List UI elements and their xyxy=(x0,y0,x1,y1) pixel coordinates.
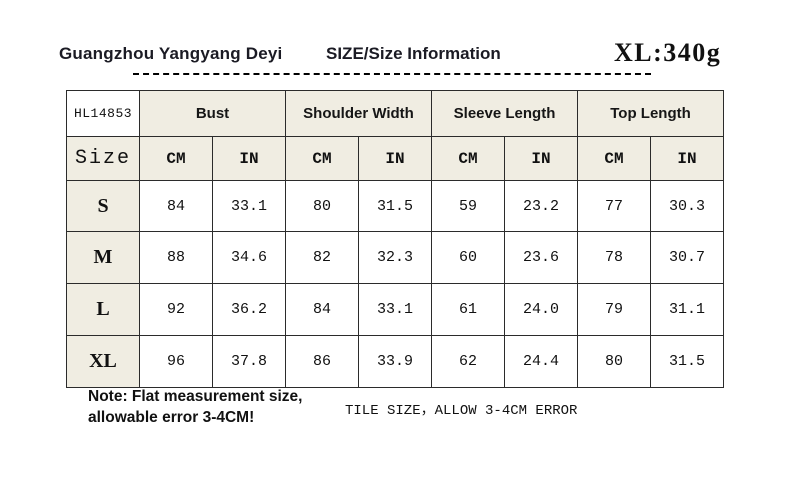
value-cell: 31.1 xyxy=(650,283,725,336)
value-cell: 24.0 xyxy=(503,283,579,336)
value-cell: 84 xyxy=(139,180,213,232)
value-cell: 92 xyxy=(139,283,213,336)
value-cell: 31.5 xyxy=(650,335,725,388)
unit-cm-cell: CM xyxy=(431,136,505,181)
value-cell: 32.3 xyxy=(358,231,432,284)
column-group-bust: Bust xyxy=(139,90,286,137)
table-units-row: Size CM IN CM IN CM IN CM IN xyxy=(66,136,725,181)
value-cell: 24.4 xyxy=(503,335,579,388)
measurement-note: Note: Flat measurement size, allowable e… xyxy=(88,388,303,426)
value-cell: 23.2 xyxy=(503,180,579,232)
model-number-cell: HL14853 xyxy=(66,90,140,137)
table-row-l: L 92 36.2 84 33.1 61 24.0 79 31.1 xyxy=(66,283,725,336)
value-cell: 77 xyxy=(577,180,652,232)
value-cell: 80 xyxy=(285,180,359,232)
value-cell: 60 xyxy=(431,231,505,284)
size-label: S xyxy=(66,180,140,232)
unit-cm-cell: CM xyxy=(285,136,359,181)
column-group-top-length: Top Length xyxy=(577,90,725,137)
size-table: HL14853 Bust Shoulder Width Sleeve Lengt… xyxy=(66,90,725,388)
value-cell: 34.6 xyxy=(212,231,286,284)
value-cell: 31.5 xyxy=(358,180,432,232)
column-group-shoulder-width: Shoulder Width xyxy=(285,90,432,137)
value-cell: 33.1 xyxy=(358,283,432,336)
unit-in-cell: IN xyxy=(503,136,579,181)
unit-cm-cell: CM xyxy=(577,136,652,181)
dashed-divider xyxy=(133,73,651,75)
size-label: L xyxy=(66,283,140,336)
tile-size-note: TILE SIZE，ALLOW 3-4CM ERROR xyxy=(345,403,578,419)
value-cell: 33.1 xyxy=(212,180,286,232)
value-cell: 86 xyxy=(285,335,359,388)
value-cell: 23.6 xyxy=(503,231,579,284)
size-label: XL xyxy=(66,335,140,388)
table-row-xl: XL 96 37.8 86 33.9 62 24.4 80 31.5 xyxy=(66,335,725,388)
value-cell: 79 xyxy=(577,283,652,336)
column-group-sleeve-length: Sleeve Length xyxy=(430,90,579,137)
page-title: SIZE/Size Information xyxy=(326,44,501,63)
unit-cm-cell: CM xyxy=(139,136,213,181)
brand-name: Guangzhou Yangyang Deyi xyxy=(59,44,283,63)
value-cell: 84 xyxy=(285,283,359,336)
value-cell: 80 xyxy=(577,335,652,388)
weight-label: XL:340g xyxy=(614,38,722,67)
value-cell: 82 xyxy=(285,231,359,284)
value-cell: 78 xyxy=(577,231,652,284)
value-cell: 30.7 xyxy=(650,231,725,284)
unit-in-cell: IN xyxy=(212,136,286,181)
value-cell: 62 xyxy=(431,335,505,388)
value-cell: 33.9 xyxy=(358,335,432,388)
table-header-row: HL14853 Bust Shoulder Width Sleeve Lengt… xyxy=(66,90,725,137)
size-label: M xyxy=(66,231,140,284)
unit-in-cell: IN xyxy=(358,136,432,181)
unit-in-cell: IN xyxy=(650,136,725,181)
value-cell: 88 xyxy=(139,231,213,284)
value-cell: 61 xyxy=(431,283,505,336)
size-header-cell: Size xyxy=(66,136,140,181)
table-row-s: S 84 33.1 80 31.5 59 23.2 77 30.3 xyxy=(66,180,725,232)
value-cell: 96 xyxy=(139,335,213,388)
table-row-m: M 88 34.6 82 32.3 60 23.6 78 30.7 xyxy=(66,231,725,284)
value-cell: 59 xyxy=(431,180,505,232)
value-cell: 37.8 xyxy=(212,335,286,388)
value-cell: 30.3 xyxy=(650,180,725,232)
value-cell: 36.2 xyxy=(212,283,286,336)
